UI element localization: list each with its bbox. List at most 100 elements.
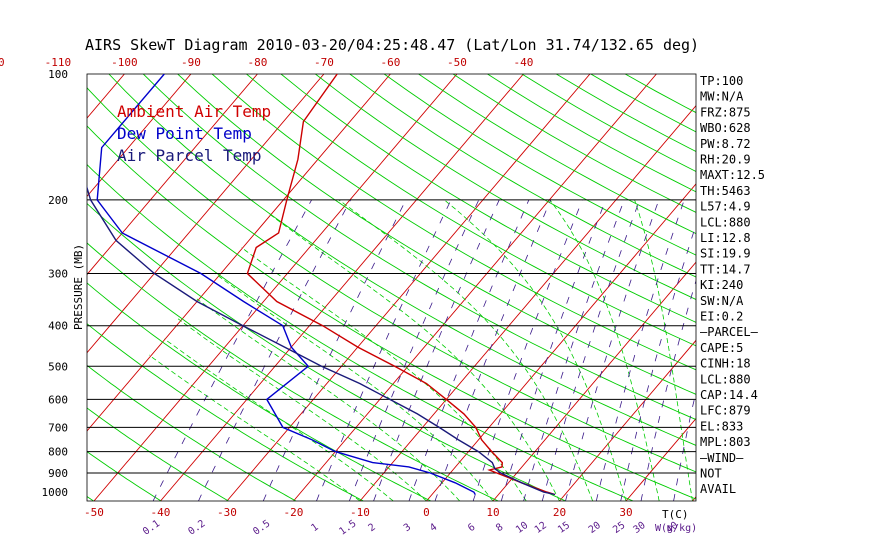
index-label: L57:4.9 [700, 200, 751, 214]
mixing-ratio-line [541, 199, 641, 501]
isotherm-line [625, 417, 696, 501]
series-line-2 [87, 185, 556, 496]
top-temp-tick-label: -60 [380, 56, 400, 69]
dry-adiabat-line [383, 74, 696, 256]
dry-adiabat-line [452, 74, 696, 213]
mixing-ratio-line [349, 199, 480, 501]
dry-adiabat-line [280, 74, 696, 323]
index-label: KI:240 [700, 278, 743, 292]
mixing-ratio-line [262, 199, 407, 501]
top-temp-tick-label: -120 [0, 56, 5, 69]
top-temp-tick-label: -50 [447, 56, 467, 69]
mixing-ratio-line [373, 199, 500, 501]
isotherm-line [426, 183, 696, 501]
dry-adiabat-line [87, 87, 696, 473]
mixing-ratio-label: 10 [514, 520, 530, 536]
pressure-tick-label: 700 [48, 421, 68, 434]
series-line-0 [246, 74, 556, 496]
index-label: PW:8.72 [700, 137, 751, 151]
dry-adiabat-line [87, 323, 364, 501]
top-temp-tick-label: -100 [111, 56, 138, 69]
plot-frame [86, 73, 697, 502]
mixing-ratio-label: 2 [367, 522, 378, 534]
bottom-temp-tick-label: -40 [151, 506, 171, 519]
mixing-ratio-line [500, 199, 607, 501]
index-label: TT:14.7 [700, 262, 751, 276]
index-label: RH:20.9 [700, 153, 751, 167]
mixing-ratio-label: 20 [587, 520, 603, 536]
dry-adiabat-line [211, 74, 696, 371]
mixing-ratio-line [523, 199, 625, 501]
index-label: WBO:628 [700, 121, 751, 135]
moist-adiabat-line [444, 199, 627, 501]
isotherm-line [293, 74, 657, 501]
mixing-ratio-label: 4 [428, 522, 439, 534]
mixing-ratio-label: 30 [632, 520, 648, 536]
bottom-temp-tick-label: 30 [619, 506, 632, 519]
isotherm-line [93, 74, 458, 501]
bottom-temp-tick-label: 10 [486, 506, 499, 519]
index-label: CAP:14.4 [700, 388, 758, 402]
mixing-ratio-label: 6 [466, 522, 477, 534]
mixing-ratio-line [152, 199, 312, 501]
dry-adiabat-line [418, 74, 696, 235]
index-label: NOT [700, 467, 722, 481]
index-label: MPL:803 [700, 435, 751, 449]
x-axis-label-temp: T(C) [662, 508, 689, 521]
isotherm-line [492, 261, 696, 501]
isotherm-line [759, 74, 870, 501]
dry-adiabat-line [246, 74, 696, 347]
dry-adiabat-line [142, 74, 696, 421]
index-label: TH:5463 [700, 184, 751, 198]
index-label: MW:N/A [700, 90, 744, 104]
mixing-ratio-label: 0.1 [141, 518, 162, 537]
index-label: LCL:880 [700, 215, 751, 229]
dry-adiabat-line [87, 364, 297, 501]
dry-adiabat-line [87, 202, 566, 501]
pressure-tick-label: 600 [48, 393, 68, 406]
bottom-temp-tick-label: 20 [553, 506, 566, 519]
mixing-ratio-line [595, 199, 685, 501]
bottom-temp-tick-label: -50 [84, 506, 104, 519]
isotherm-line [0, 74, 58, 501]
pressure-tick-label: 300 [48, 268, 68, 281]
dry-adiabat-line [87, 451, 162, 501]
mixing-ratio-label: 3 [402, 522, 413, 534]
moist-adiabat-line [177, 318, 427, 501]
index-label: SW:N/A [700, 294, 744, 308]
isotherm-line [160, 74, 524, 501]
mixing-ratio-label: 0.2 [186, 518, 207, 537]
mixing-ratio-label: 12 [533, 520, 549, 536]
dry-adiabat-line [87, 282, 431, 501]
dry-adiabat-line [87, 164, 634, 501]
index-label: MAXT:12.5 [700, 168, 765, 182]
isotherm-line [825, 74, 870, 501]
dry-adiabat-line [315, 74, 696, 300]
moist-adiabat-line [241, 247, 527, 501]
moist-adiabat-line [549, 199, 660, 501]
dry-adiabat-line [487, 74, 696, 193]
top-temp-tick-label: -110 [45, 56, 72, 69]
index-label: CINH:18 [700, 357, 751, 371]
index-label: EI:0.2 [700, 310, 743, 324]
grid-layer [0, 74, 870, 501]
mixing-ratio-line [620, 223, 696, 501]
mixing-ratio-line [434, 199, 552, 501]
isotherm-line [359, 104, 696, 501]
top-temp-tick-label: -40 [513, 56, 533, 69]
index-label: LCL:880 [700, 372, 751, 386]
mixing-ratio-line [640, 279, 696, 501]
pressure-tick-label: 400 [48, 320, 68, 333]
mixing-ratio-label: 1 [309, 522, 320, 534]
mixing-ratio-line [198, 199, 351, 501]
index-label: LI:12.8 [700, 231, 751, 245]
moist-adiabat-line [634, 199, 693, 501]
mixing-ratio-label: 8 [494, 522, 505, 534]
index-label: LFC:879 [700, 404, 751, 418]
mixing-ratio-line [472, 199, 583, 501]
mixing-ratio-label: 25 [611, 520, 627, 536]
moist-adiabat-line [338, 199, 594, 501]
dry-adiabat-line [108, 74, 696, 446]
bottom-temp-tick-label: -30 [217, 506, 237, 519]
